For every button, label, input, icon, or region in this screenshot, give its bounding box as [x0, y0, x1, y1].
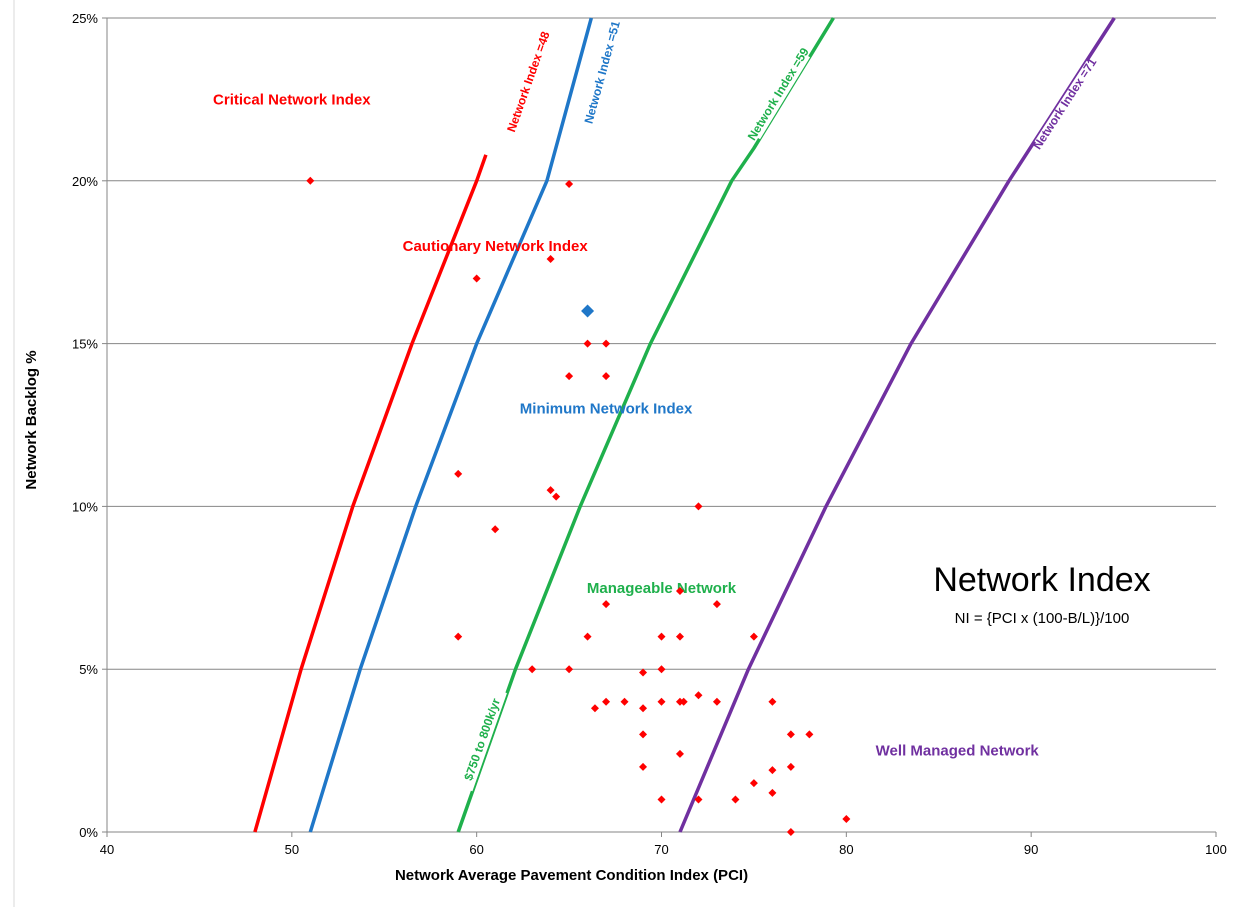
- data-point: [749, 779, 758, 788]
- data-point: [675, 632, 684, 641]
- cost-note-label: $750 to 800k/yr: [461, 696, 503, 782]
- curve-label-gap: [1034, 60, 1098, 149]
- data-point: [590, 704, 599, 713]
- zone-label: Minimum Network Index: [520, 401, 693, 418]
- data-point: [583, 339, 592, 348]
- zone-label: Critical Network Index: [213, 91, 371, 108]
- data-point: [583, 632, 592, 641]
- x-tick-label: 40: [100, 842, 114, 857]
- data-point: [639, 762, 648, 771]
- annotation-title: Network Index: [933, 561, 1150, 599]
- data-point: [602, 600, 611, 609]
- x-tick-label: 90: [1024, 842, 1038, 857]
- x-tick-label: 100: [1205, 842, 1227, 857]
- x-axis-title: Network Average Pavement Condition Index…: [395, 867, 748, 884]
- zone-label: Well Managed Network: [876, 743, 1040, 760]
- data-point: [528, 665, 537, 674]
- curve-ni-48: [253, 154, 488, 833]
- y-tick-label: 10%: [72, 499, 98, 514]
- y-tick-label: 20%: [72, 174, 98, 189]
- data-point: [454, 469, 463, 478]
- highlight-data-point: [581, 304, 595, 318]
- data-point: [694, 502, 703, 511]
- data-point: [472, 274, 481, 283]
- data-point: [657, 697, 666, 706]
- data-point: [842, 814, 851, 823]
- data-point: [675, 587, 684, 596]
- x-tick-label: 60: [469, 842, 483, 857]
- data-point: [731, 795, 740, 804]
- data-point: [639, 730, 648, 739]
- data-point: [602, 339, 611, 348]
- curve-label-gap: [748, 50, 811, 140]
- data-point: [306, 176, 315, 185]
- curve-ni-71: [678, 17, 1116, 833]
- data-point: [768, 697, 777, 706]
- x-tick-label: 80: [839, 842, 853, 857]
- zone-label: Cautionary Network Index: [403, 238, 589, 255]
- data-point: [657, 665, 666, 674]
- y-tick-label: 0%: [79, 825, 98, 840]
- data-point: [639, 668, 648, 677]
- curve-label-gap: [584, 24, 623, 121]
- data-point: [679, 697, 688, 706]
- y-tick-label: 15%: [72, 337, 98, 352]
- data-point: [768, 788, 777, 797]
- data-point: [491, 525, 500, 534]
- data-point: [694, 691, 703, 700]
- cost-note-gap: [460, 688, 507, 792]
- data-point: [657, 795, 666, 804]
- data-point: [768, 766, 777, 775]
- curve-ni-59: [456, 17, 835, 833]
- data-point: [552, 492, 561, 501]
- data-point: [786, 762, 795, 771]
- data-point: [675, 749, 684, 758]
- data-point: [546, 486, 555, 495]
- data-point: [694, 795, 703, 804]
- y-tick-label: 5%: [79, 662, 98, 677]
- curve-ni-51: [308, 17, 593, 833]
- data-point: [805, 730, 814, 739]
- annotation-formula: NI = {PCI x (100-B/L)}/100: [955, 610, 1130, 627]
- data-point: [565, 372, 574, 381]
- data-point: [620, 697, 629, 706]
- data-point: [639, 704, 648, 713]
- zone-label: Manageable Network: [587, 580, 737, 597]
- data-point: [786, 730, 795, 739]
- x-tick-label: 50: [285, 842, 299, 857]
- curve-label-ni-71: Network Index =71: [1030, 55, 1099, 152]
- data-point: [602, 697, 611, 706]
- data-point: [786, 828, 795, 836]
- y-tick-label: 25%: [72, 11, 98, 26]
- data-point: [712, 697, 721, 706]
- data-point: [546, 254, 555, 263]
- data-point: [602, 372, 611, 381]
- data-point: [749, 632, 758, 641]
- data-point: [712, 600, 721, 609]
- curve-label-gap: [507, 34, 552, 130]
- data-point: [657, 632, 666, 641]
- curve-label-ni-59: Network Index =59: [745, 45, 812, 143]
- x-tick-label: 70: [654, 842, 668, 857]
- data-point: [454, 632, 463, 641]
- y-axis-title: Network Backlog %: [23, 350, 40, 489]
- data-point: [565, 665, 574, 674]
- data-point: [565, 180, 574, 189]
- curve-label-ni-48: Network Index =48: [504, 29, 553, 134]
